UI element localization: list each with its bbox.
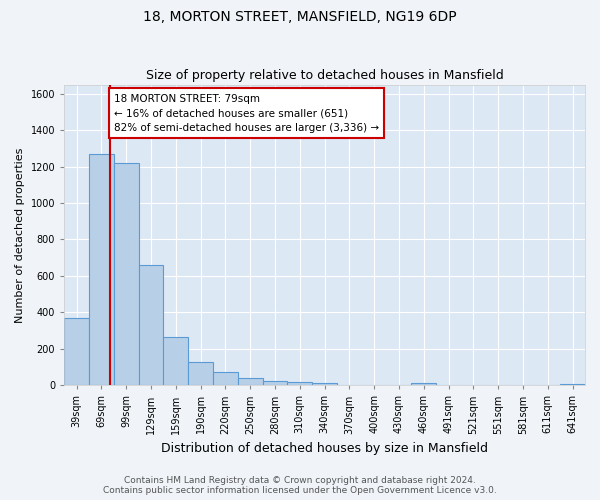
Bar bbox=[560, 384, 585, 386]
Bar bbox=[238, 378, 263, 386]
Bar bbox=[213, 372, 238, 386]
Bar bbox=[163, 337, 188, 386]
Bar bbox=[64, 318, 89, 386]
Bar bbox=[89, 154, 114, 386]
Text: 18 MORTON STREET: 79sqm
← 16% of detached houses are smaller (651)
82% of semi-d: 18 MORTON STREET: 79sqm ← 16% of detache… bbox=[114, 94, 379, 134]
Bar bbox=[114, 163, 139, 386]
Text: 18, MORTON STREET, MANSFIELD, NG19 6DP: 18, MORTON STREET, MANSFIELD, NG19 6DP bbox=[143, 10, 457, 24]
Text: Contains HM Land Registry data © Crown copyright and database right 2024.
Contai: Contains HM Land Registry data © Crown c… bbox=[103, 476, 497, 495]
Bar bbox=[263, 380, 287, 386]
Bar bbox=[412, 382, 436, 386]
X-axis label: Distribution of detached houses by size in Mansfield: Distribution of detached houses by size … bbox=[161, 442, 488, 455]
Bar bbox=[312, 382, 337, 386]
Y-axis label: Number of detached properties: Number of detached properties bbox=[15, 147, 25, 322]
Bar bbox=[188, 362, 213, 386]
Bar bbox=[287, 382, 312, 386]
Title: Size of property relative to detached houses in Mansfield: Size of property relative to detached ho… bbox=[146, 69, 503, 82]
Bar bbox=[139, 265, 163, 386]
